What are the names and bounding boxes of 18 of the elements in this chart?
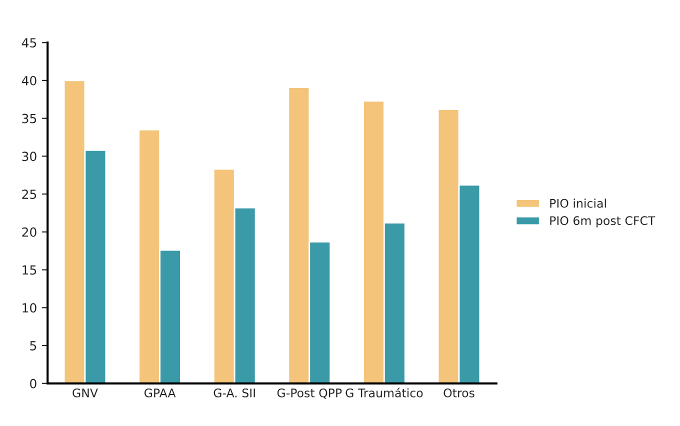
x-tick-label: GNV bbox=[72, 388, 98, 398]
x-tick-label: GPAA bbox=[144, 388, 176, 398]
legend-label: PIO 6m post CFCT bbox=[550, 216, 656, 228]
x-tick-label: G Traumático bbox=[346, 388, 423, 398]
y-tick-label: 45 bbox=[22, 38, 36, 48]
y-tick-label: 40 bbox=[22, 76, 36, 86]
y-tick-label: 10 bbox=[22, 303, 36, 313]
y-tick-label: 5 bbox=[30, 341, 36, 350]
y-tick-label: 15 bbox=[22, 265, 36, 275]
y-tick-label: 25 bbox=[22, 190, 36, 199]
x-tick-label: Otros bbox=[444, 388, 474, 398]
x-tick-label: G-A. SII bbox=[214, 388, 255, 398]
y-tick-label: 20 bbox=[22, 227, 36, 237]
legend-label: PIO inicial bbox=[550, 198, 606, 208]
y-tick-label: 30 bbox=[22, 152, 36, 162]
y-tick-label: 0 bbox=[30, 378, 36, 388]
y-tick-label: 35 bbox=[22, 114, 36, 124]
x-tick-label: G-Post QPP bbox=[277, 388, 342, 399]
